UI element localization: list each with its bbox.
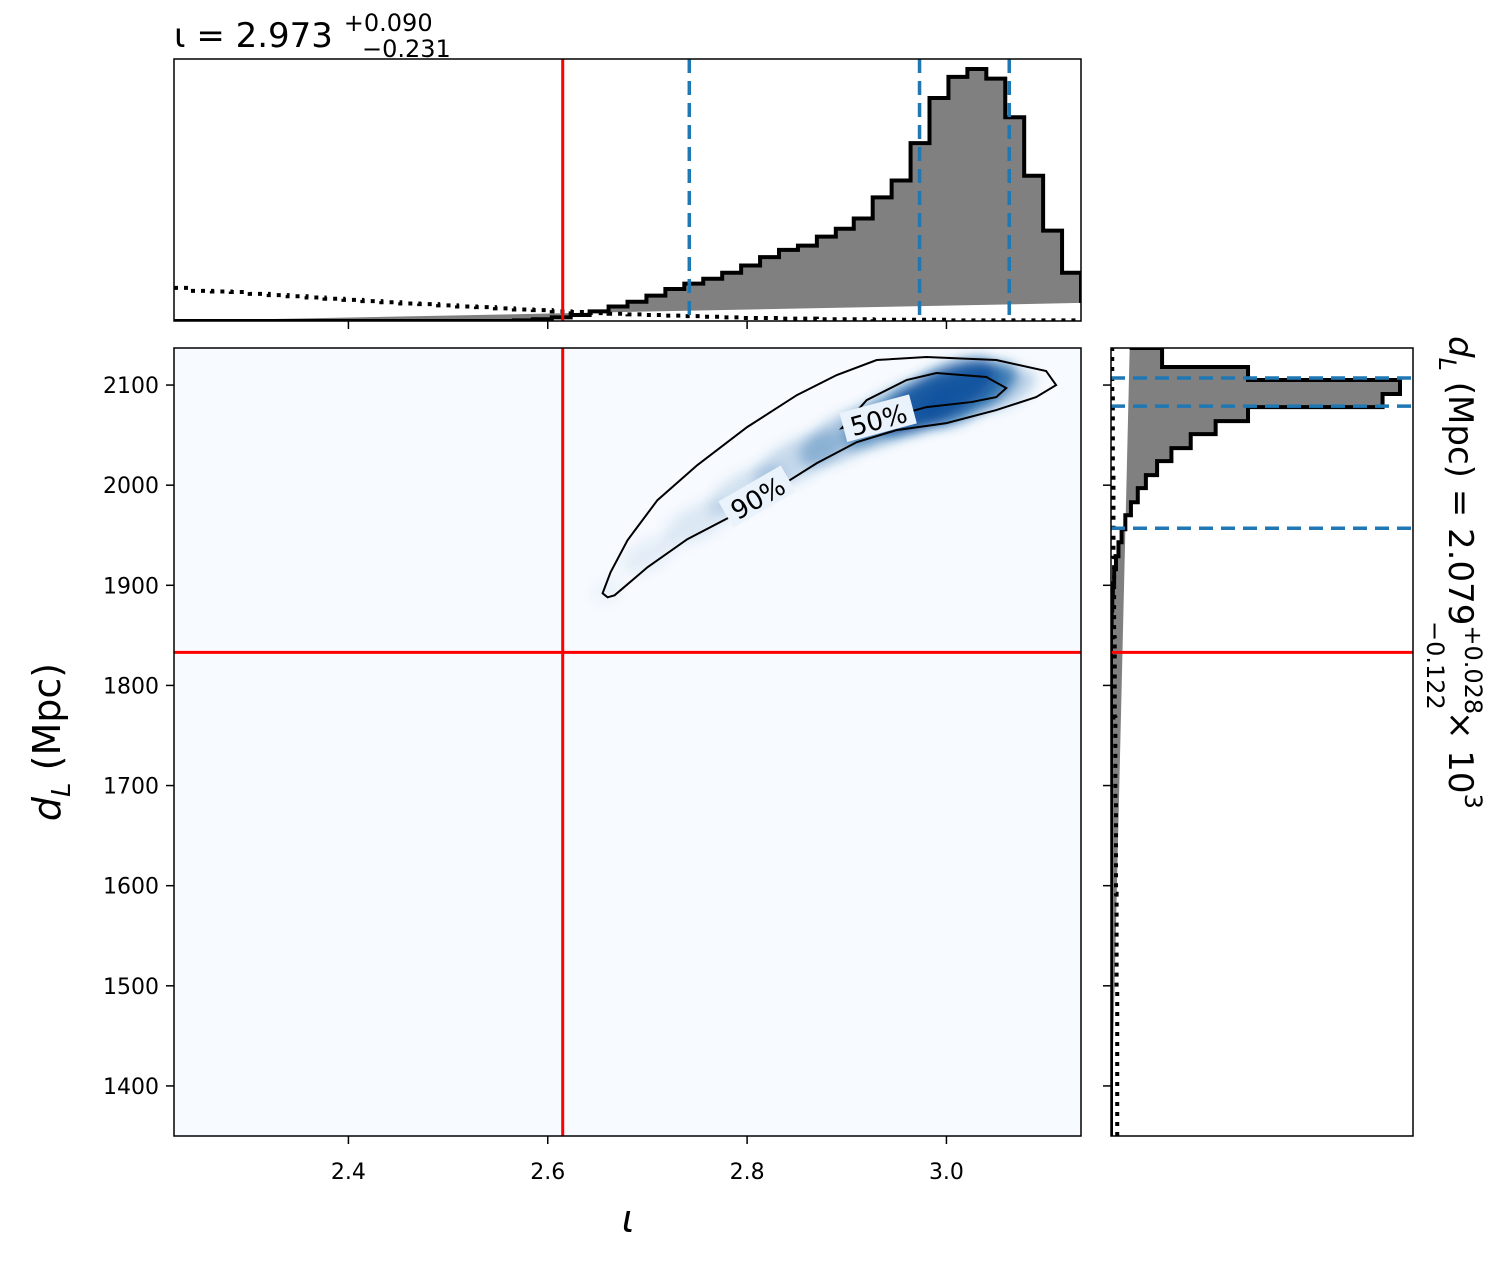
- right-panel-frame: [1110, 347, 1414, 1137]
- y-axis-label-base: d: [25, 796, 69, 821]
- contour-label-bg-0: [839, 394, 917, 442]
- top-panel-frame: [173, 58, 1082, 322]
- y-tick-label-2: 1600: [103, 875, 159, 900]
- x-tick-label-2: 2.8: [730, 1160, 765, 1185]
- density-blob-9: [977, 370, 1036, 411]
- dL-title-base-sub: L: [1433, 358, 1461, 371]
- iota-title-base: ι = 2.973: [174, 16, 333, 56]
- dL-title-mid: (Mpc) = 2.079: [1440, 371, 1480, 625]
- dL-title: dL (Mpc) = 2.079+0.028 −0.122 × 103: [1421, 336, 1487, 809]
- right-panel-bg: [1111, 348, 1413, 1136]
- y-tick-label-1: 1500: [103, 975, 159, 1000]
- svg-text:dL (Mpc): dL (Mpc): [25, 663, 77, 821]
- y-axis-label: dL (Mpc): [25, 663, 77, 821]
- iota-title: ι = 2.973 +0.090: [174, 9, 433, 56]
- right-marginal-panel: [1103, 347, 1414, 1137]
- y-tick-label-3: 1700: [103, 775, 159, 800]
- top-hist-fill: [174, 69, 1081, 321]
- top-marginal-panel: [173, 58, 1082, 329]
- x-tick-label-1: 2.6: [530, 1160, 565, 1185]
- joint-panel-bg: [174, 348, 1081, 1136]
- dL-title-sup: +0.028: [1459, 625, 1487, 714]
- x-axis-label: ι: [622, 1197, 635, 1241]
- svg-text:dL (Mpc) = 2.079+0.028: dL (Mpc) = 2.079+0.028: [1433, 336, 1487, 714]
- y-axis-label-rest: (Mpc): [25, 663, 69, 783]
- joint-panel-frame: [173, 347, 1082, 1137]
- density-blob-1: [621, 536, 674, 574]
- y-tick-label-6: 2000: [103, 474, 159, 499]
- top-prior-dotted: [174, 285, 1081, 321]
- dL-title-sub: −0.122: [1421, 621, 1449, 710]
- right-hist-fill: [1111, 348, 1400, 1136]
- y-tick-label-7: 2100: [103, 374, 159, 399]
- density-blob-0: [592, 578, 623, 603]
- y-tick-label-0: 1400: [103, 1075, 159, 1100]
- y-tick-label-4: 1800: [103, 674, 159, 699]
- iota-title-sup: +0.090: [344, 9, 433, 37]
- joint-panel: 50%90% 2.4 2.6 2.8 3.0140015001600170018001…: [103, 347, 1082, 1185]
- svg-text:× 103: × 103: [1440, 711, 1487, 809]
- x-tick-label-0: 2.4: [331, 1160, 366, 1185]
- dL-title-tail: × 10: [1440, 711, 1480, 794]
- dL-title-tail-sup: 3: [1459, 794, 1487, 809]
- y-tick-label-5: 1900: [103, 574, 159, 599]
- contour-label-bg-1: [718, 465, 796, 528]
- top-hist-edge: [174, 67, 1081, 321]
- dL-title-base: d: [1440, 336, 1480, 358]
- y-axis-label-sub: L: [47, 782, 77, 797]
- x-tick-label-3: 3.0: [929, 1160, 964, 1185]
